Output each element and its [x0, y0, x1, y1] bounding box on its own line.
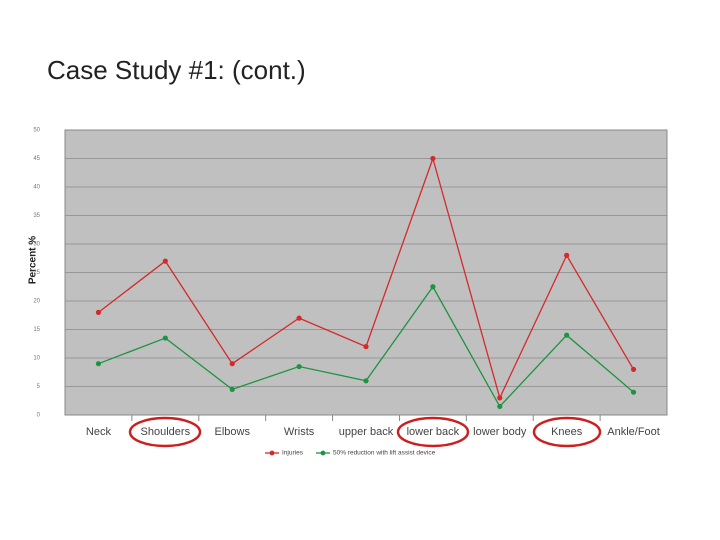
data-point — [497, 403, 503, 410]
x-tick-label: lower body — [473, 426, 527, 438]
x-tick-label: Elbows — [214, 426, 250, 438]
highlight-circle — [396, 416, 470, 448]
slide-title: Case Study #1: (cont.) — [47, 55, 306, 85]
y-tick-label: 25 — [33, 270, 40, 276]
y-tick-label: 35 — [33, 213, 40, 219]
data-point — [296, 363, 302, 370]
y-tick-label: 40 — [33, 185, 40, 191]
data-point — [229, 386, 235, 392]
data-point — [430, 155, 436, 162]
y-tick-label: 50 — [33, 128, 40, 134]
legend-label: Injuries — [282, 450, 304, 457]
x-tick-label: upper back — [339, 426, 394, 438]
legend-marker — [320, 450, 326, 456]
legend-marker — [269, 450, 275, 456]
data-point — [497, 395, 503, 401]
data-point — [630, 366, 637, 372]
legend-label: 50% reduction with lift assist device — [333, 450, 436, 457]
data-point — [162, 335, 168, 341]
data-point — [95, 361, 102, 367]
highlight-circle — [532, 416, 602, 448]
y-tick-label: 5 — [37, 384, 41, 390]
data-point — [363, 378, 369, 384]
x-tick-label: Wrists — [284, 426, 315, 438]
y-tick-label: 45 — [33, 156, 40, 162]
x-tick-label: Knees — [551, 426, 583, 438]
data-point — [564, 332, 570, 338]
data-point — [162, 258, 168, 264]
x-tick-label: Ankle/Foot — [607, 426, 660, 438]
data-point — [630, 389, 637, 395]
y-tick-label: 20 — [33, 299, 40, 305]
y-tick-label: 15 — [33, 327, 40, 333]
y-tick-label: 30 — [33, 242, 40, 248]
highlight-circle — [128, 416, 202, 448]
data-point — [296, 315, 302, 321]
data-point — [564, 252, 570, 258]
data-point — [95, 309, 102, 315]
data-point — [229, 361, 235, 367]
x-tick-label: Neck — [86, 426, 112, 438]
y-tick-label: 10 — [33, 356, 40, 362]
x-tick-label: Shoulders — [141, 426, 191, 438]
data-point — [363, 344, 369, 350]
y-tick-label: 0 — [37, 413, 41, 419]
y-axis-label: Percent % — [28, 236, 39, 284]
data-point — [430, 284, 436, 290]
x-tick-label: lower back — [407, 426, 460, 438]
